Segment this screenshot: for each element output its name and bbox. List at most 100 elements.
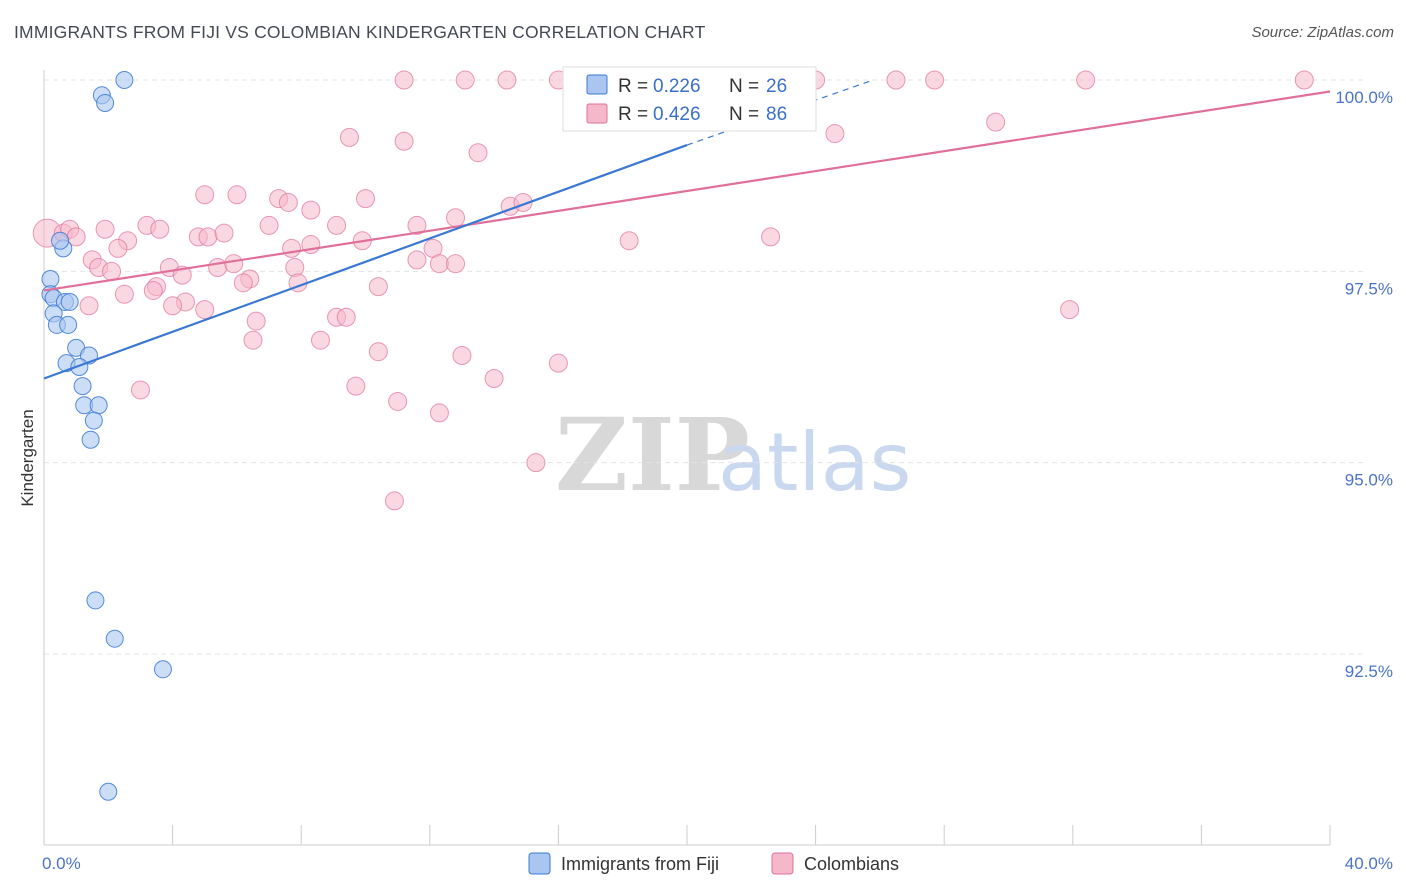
fiji-point xyxy=(59,315,78,334)
colombian-point xyxy=(388,391,408,411)
fiji-point xyxy=(99,782,118,801)
fiji-point xyxy=(60,292,79,311)
x-tick-labels: 0.0% 40.0% xyxy=(42,854,1393,873)
trend-lines xyxy=(43,79,1331,380)
colombian-point xyxy=(368,342,388,362)
fiji-point xyxy=(89,396,108,415)
colombian-point xyxy=(446,254,466,274)
fiji-point xyxy=(86,591,105,610)
legend-colombian-n-label: N = xyxy=(729,104,759,125)
bottom-legend-fiji-label: Immigrants from Fiji xyxy=(561,854,719,874)
colombian-point xyxy=(384,491,404,511)
legend-colombian-r-label: R = xyxy=(618,104,648,125)
colombian-point xyxy=(339,127,359,147)
colombian-point xyxy=(429,254,449,274)
colombian-point xyxy=(336,307,356,327)
fiji-point xyxy=(73,377,92,396)
bottom-legend-colombian-swatch xyxy=(771,852,794,875)
colombian-point xyxy=(227,185,247,205)
x-tick-label: 40.0% xyxy=(1345,854,1393,873)
colombian-point xyxy=(327,215,347,235)
fiji-point xyxy=(96,93,115,112)
colombian-point xyxy=(243,330,263,350)
y-tick-labels: 92.5% 95.0% 97.5% 100.0% xyxy=(1335,88,1393,681)
y-tick-label: 92.5% xyxy=(1345,662,1393,681)
colombian-point xyxy=(484,368,504,388)
colombian-point xyxy=(1060,300,1080,320)
colombian-point xyxy=(394,131,414,151)
colombian-point xyxy=(95,219,115,239)
colombian-point xyxy=(310,330,330,350)
colombian-point xyxy=(986,112,1006,132)
colombian-point xyxy=(925,70,945,90)
watermark: ZIP atlas xyxy=(555,396,911,514)
colombian-point xyxy=(356,189,375,209)
bottom-legend: Immigrants from Fiji Colombians xyxy=(528,852,899,875)
colombian-point xyxy=(394,70,414,90)
colombian-point xyxy=(346,376,366,396)
colombian-point xyxy=(886,70,906,90)
fiji-point xyxy=(84,411,103,430)
colombian-point xyxy=(1294,70,1314,90)
colombian-point xyxy=(452,346,472,366)
colombian-point xyxy=(195,300,215,320)
fiji-points xyxy=(41,71,172,801)
colombian-point xyxy=(214,223,234,243)
colombian-point xyxy=(429,403,449,423)
bottom-legend-fiji-swatch xyxy=(528,852,551,875)
colombian-point xyxy=(233,273,253,293)
legend-colombian-r-value: 0.426 xyxy=(653,104,701,125)
x-tick-label: 0.0% xyxy=(42,854,81,873)
colombian-point xyxy=(285,258,305,278)
colombian-point xyxy=(301,200,321,220)
colombian-point xyxy=(407,215,427,235)
colombian-point xyxy=(102,261,122,281)
colombian-point xyxy=(195,185,215,205)
y-tick-label: 97.5% xyxy=(1345,279,1393,298)
legend-fiji-swatch xyxy=(586,74,608,95)
bottom-legend-colombian-label: Colombians xyxy=(804,854,899,874)
colombian-point xyxy=(497,70,517,90)
colombian-point xyxy=(278,192,298,212)
fiji-point xyxy=(41,269,60,288)
fiji-point xyxy=(81,430,100,449)
colombian-point xyxy=(208,258,228,278)
colombian-point xyxy=(455,70,475,90)
colombian-point xyxy=(150,219,170,239)
legend-colombian-n-value: 86 xyxy=(766,104,787,125)
colombian-point xyxy=(548,353,568,373)
colombian-point xyxy=(407,250,427,270)
legend-fiji-n-label: N = xyxy=(729,76,759,97)
colombian-point xyxy=(282,238,302,258)
colombian-point xyxy=(259,215,279,235)
colombian-point xyxy=(761,227,781,247)
y-axis-label: Kindergarten xyxy=(18,409,37,506)
legend-box: R = 0.226 N = 26 R = 0.426 N = 86 xyxy=(562,66,817,132)
colombian-point xyxy=(526,453,546,473)
fiji-point xyxy=(153,660,172,679)
colombian-point xyxy=(163,296,183,316)
watermark-zip: ZIP xyxy=(555,396,750,514)
colombian-point xyxy=(446,208,466,228)
y-tick-label: 95.0% xyxy=(1345,471,1393,490)
gridlines xyxy=(44,79,1365,655)
chart-title: IMMIGRANTS FROM FIJI VS COLOMBIAN KINDER… xyxy=(14,22,706,42)
colombian-point xyxy=(143,280,163,300)
y-tick-label: 100.0% xyxy=(1335,88,1393,107)
legend-fiji-r-label: R = xyxy=(618,76,648,97)
legend-fiji-n-value: 26 xyxy=(766,76,787,97)
colombian-point xyxy=(224,254,244,274)
colombian-point xyxy=(246,311,266,331)
colombian-point xyxy=(619,231,639,251)
legend-colombian-swatch xyxy=(586,103,608,124)
colombian-point xyxy=(825,124,845,144)
colombian-point xyxy=(368,277,388,297)
colombian-point xyxy=(108,238,128,258)
colombian-point xyxy=(114,284,134,304)
colombian-point xyxy=(130,380,150,400)
colombian-point xyxy=(198,227,218,247)
colombian-point xyxy=(468,143,488,163)
colombian-trend-line xyxy=(43,90,1331,292)
source-label: Source: ZipAtlas.com xyxy=(1251,24,1394,41)
